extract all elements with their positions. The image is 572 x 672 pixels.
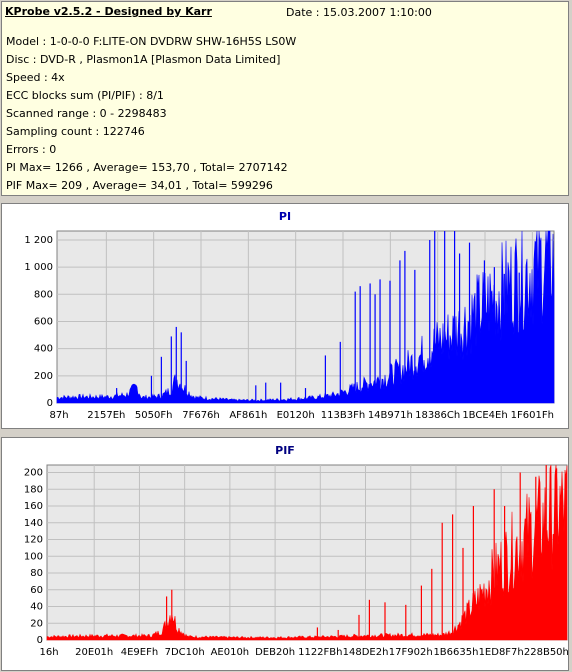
pi-ytick-label: 400 — [34, 344, 53, 355]
pi-xtick-label: 5050Fh — [135, 410, 173, 421]
pif-xtick-label: 4E9EFh — [121, 647, 158, 658]
pi-ytick-label: 200 — [34, 371, 53, 382]
pi-ytick-label: 800 — [34, 289, 53, 300]
pif-chart-title: PIF — [275, 444, 295, 457]
pi-xtick-label: 1F601Fh — [511, 410, 554, 421]
pi-xtick-label: 7F676h — [182, 410, 220, 421]
pif-xtick-label: 7DC10h — [165, 647, 205, 658]
pi-chart: 0 200 400 600 800 1 000 1 200 87h 2157Eh 5050Fh 7F… — [24, 230, 555, 421]
info-errors: Errors : 0 — [6, 143, 57, 156]
info-model: Model : 1-0-0-0 F:LITE-ON DVDRW SHW-16H5… — [6, 35, 297, 48]
pi-xtick-label: 87h — [49, 410, 68, 421]
pif-ytick-label: 60 — [30, 585, 43, 596]
pif-ytick-label: 200 — [24, 468, 43, 479]
pi-ytick-label: 0 — [47, 398, 53, 409]
pif-xtick-label: 17F902h — [389, 647, 433, 658]
pif-ytick-label: 160 — [24, 501, 43, 512]
pif-xtick-label: DEB20h — [255, 647, 295, 658]
pif-area — [46, 464, 568, 641]
pif-xtick-label: 16h — [39, 647, 58, 658]
pif-chart: 0 20 40 60 80 100 120 140 160 180 200 16h 20E01h 4E9E… — [24, 464, 568, 658]
pif-ytick-label: 180 — [24, 484, 43, 495]
info-speed: Speed : 4x — [6, 71, 65, 84]
pi-xtick-label: 113B3Fh — [321, 410, 365, 421]
pif-chart-panel: PIF 0 20 40 60 80 100 120 140 160 180 200 16h 20E01h… — [1, 437, 569, 671]
info-disc: Disc : DVD-R , Plasmon1A [Plasmon Data L… — [6, 53, 281, 66]
info-ecc: ECC blocks sum (PI/PIF) : 8/1 — [6, 89, 164, 102]
pi-ytick-label: 1 200 — [24, 235, 53, 246]
pif-ytick-label: 0 — [37, 635, 43, 646]
pif-ytick-label: 40 — [30, 602, 43, 613]
pi-xtick-label: 14B971h — [368, 410, 413, 421]
pif-ytick-label: 80 — [30, 568, 43, 579]
pif-xtick-label: 228B50h — [524, 647, 568, 658]
info-sampling: Sampling count : 122746 — [6, 125, 145, 138]
pi-chart-panel: PI 0 200 400 600 800 1 000 1 200 87h 2157Eh 5050F… — [1, 203, 569, 429]
pif-xtick-label: AE010h — [211, 647, 250, 658]
pi-xtick-label: 18386Ch — [415, 410, 460, 421]
info-pif-summary: PIF Max= 209 , Average= 34,01 , Total= 5… — [6, 179, 273, 192]
pif-xtick-label: 1122FBh — [298, 647, 342, 658]
pi-ytick-label: 600 — [34, 316, 53, 327]
pi-xtick-label: AF861h — [229, 410, 267, 421]
pif-xtick-label: 1B6635h — [433, 647, 478, 658]
info-panel: KProbe v2.5.2 - Designed by Karr Date : … — [1, 1, 569, 196]
app-title: KProbe v2.5.2 - Designed by Karr — [5, 5, 212, 18]
pif-ytick-label: 140 — [24, 518, 43, 529]
pi-xtick-label: 2157Eh — [87, 410, 125, 421]
pif-ytick-label: 20 — [30, 618, 43, 629]
pi-xtick-label: 1BCE4Eh — [462, 410, 507, 421]
pi-ytick-label: 1 000 — [24, 262, 53, 273]
scan-date: Date : 15.03.2007 1:10:00 — [286, 6, 432, 19]
info-pi-summary: PI Max= 1266 , Average= 153,70 , Total= … — [6, 161, 288, 174]
pi-xtick-label: E0120h — [277, 410, 315, 421]
pif-xtick-label: 1ED8F7h — [479, 647, 524, 658]
pif-xtick-label: 20E01h — [75, 647, 113, 658]
pif-xtick-label: 148DE2h — [343, 647, 389, 658]
pif-ytick-label: 100 — [24, 551, 43, 562]
pif-ytick-label: 120 — [24, 535, 43, 546]
pi-chart-title: PI — [278, 210, 292, 223]
info-range: Scanned range : 0 - 2298483 — [6, 107, 167, 120]
